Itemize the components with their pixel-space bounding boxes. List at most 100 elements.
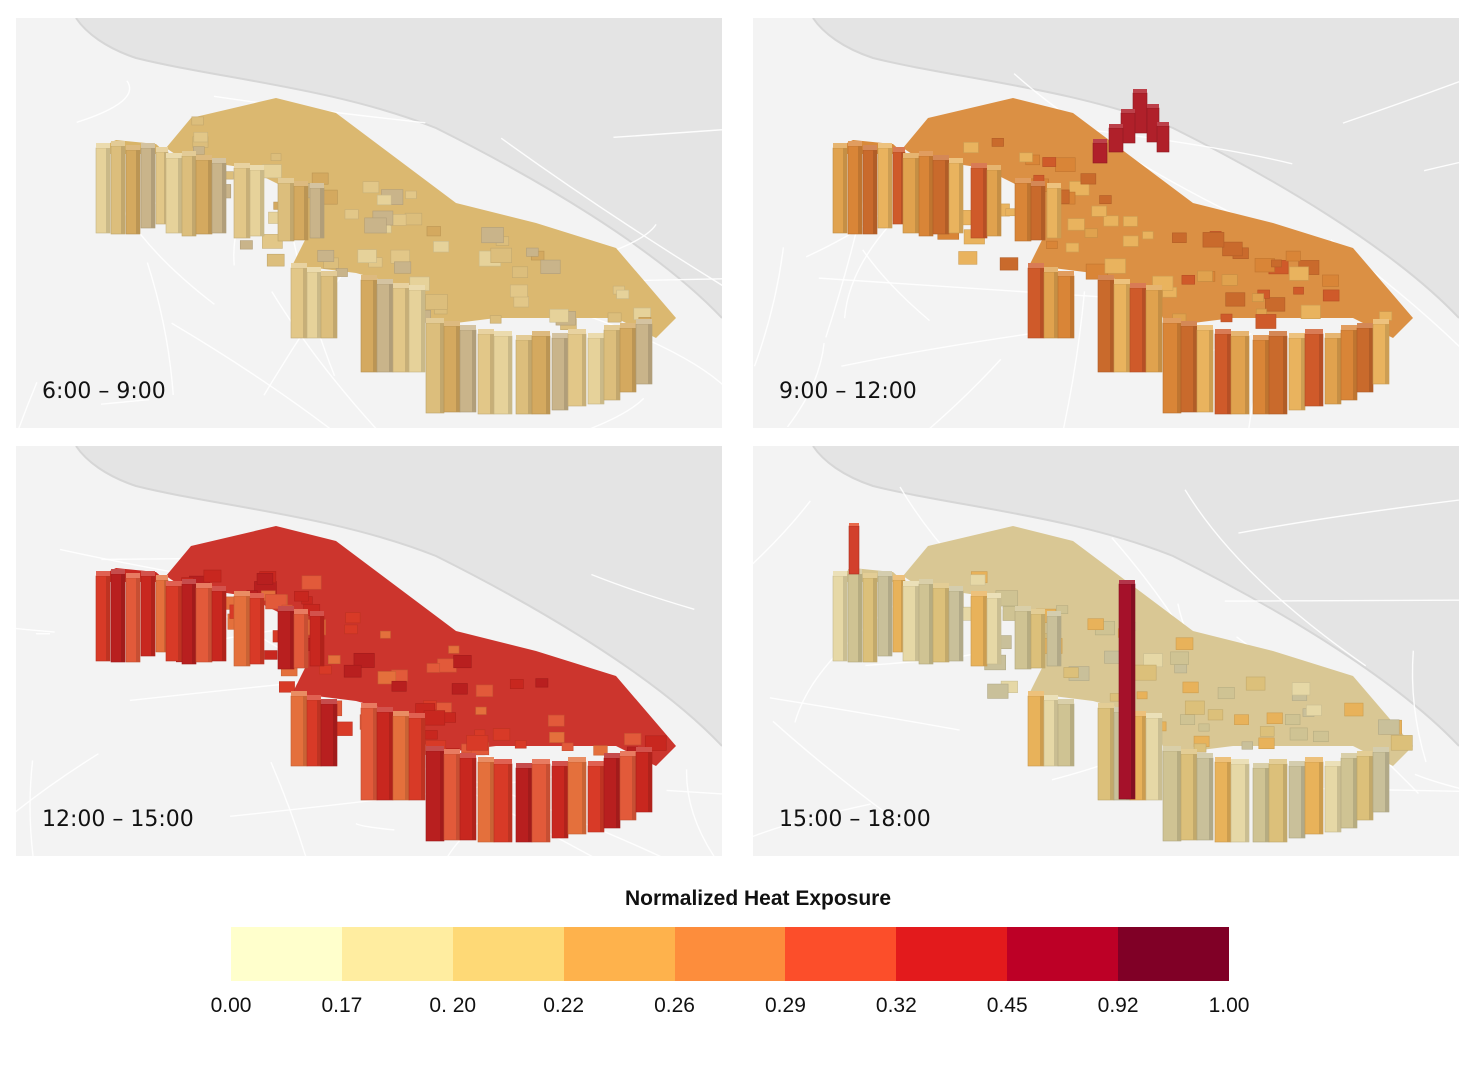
map-3d-view — [16, 18, 722, 428]
block-tile — [481, 227, 504, 244]
lake-area — [76, 446, 722, 746]
block-tile — [1122, 235, 1139, 247]
block-tile — [489, 315, 502, 324]
block-tile — [1378, 719, 1400, 735]
road-line — [29, 760, 34, 856]
block-tile — [1019, 152, 1033, 163]
road-line — [666, 789, 722, 795]
map-panel-1500-1800: 15:00 – 18:00 — [753, 446, 1459, 856]
block-column — [619, 751, 637, 821]
block-column — [459, 325, 477, 413]
block-tile — [1170, 651, 1189, 665]
legend-tick: 0.17 — [321, 994, 363, 1017]
block-tile — [425, 294, 448, 310]
block-tile — [1265, 297, 1286, 312]
block-tile — [353, 652, 375, 668]
block-column — [376, 279, 394, 373]
block-tile — [593, 745, 608, 756]
block-column — [277, 606, 295, 670]
block-column — [1145, 285, 1163, 373]
block-tile — [453, 655, 472, 669]
block-surface — [166, 526, 676, 766]
block-tile — [317, 249, 335, 262]
block-column — [95, 571, 111, 662]
block-tile — [540, 259, 561, 274]
block-tile — [1285, 250, 1301, 262]
road-line — [1184, 489, 1367, 667]
block-tile — [1245, 676, 1266, 691]
block-tile — [1322, 289, 1340, 302]
block-tile — [1291, 682, 1311, 696]
time-window-label: 9:00 – 12:00 — [779, 379, 917, 404]
block-tile — [991, 138, 1004, 147]
legend-color-bar — [231, 927, 1230, 981]
block-column — [233, 591, 251, 667]
block-column — [1097, 703, 1115, 801]
map-3d-view — [16, 446, 722, 856]
block-tile — [1289, 727, 1308, 741]
block-tile — [1217, 687, 1235, 700]
shoreline — [812, 446, 1459, 747]
block-tile — [239, 240, 253, 250]
legend-title: Normalized Heat Exposure — [624, 887, 892, 910]
block-column — [567, 757, 587, 835]
block-tile — [1099, 195, 1112, 205]
road-line — [475, 780, 662, 856]
hotspot-cluster — [1092, 89, 1170, 164]
block-tile — [1313, 730, 1329, 743]
block-tile — [377, 671, 397, 685]
block-tile — [319, 665, 332, 675]
block-column — [110, 141, 126, 235]
block-tile — [1322, 274, 1339, 287]
block-tile — [1182, 681, 1199, 694]
block-tile — [344, 209, 359, 220]
block-column — [948, 586, 964, 662]
road-line — [769, 697, 960, 731]
block-column — [1304, 757, 1324, 835]
map-panel-1200-1500: 12:00 – 15:00 — [16, 446, 722, 856]
block-column — [290, 263, 308, 339]
block-column — [165, 153, 183, 234]
block-column — [587, 333, 605, 405]
block-tile — [1198, 723, 1210, 732]
block-tile — [549, 308, 569, 323]
road-line — [171, 322, 331, 428]
block-tile — [335, 268, 348, 277]
legend-tick: 0.32 — [875, 994, 917, 1017]
block-tile — [279, 681, 295, 693]
road-line — [685, 769, 715, 856]
block-tile — [958, 251, 978, 265]
block-tile — [963, 142, 979, 153]
legend-swatch — [563, 927, 675, 981]
block-tile — [512, 266, 529, 278]
road-line — [76, 80, 131, 123]
block-column — [211, 158, 227, 234]
block-column — [603, 753, 621, 829]
block-tile — [405, 190, 417, 199]
block-tile — [1220, 313, 1233, 323]
block-column — [1372, 747, 1390, 813]
block-tile — [1184, 700, 1205, 715]
block-tile — [262, 164, 282, 179]
block-tile — [1252, 293, 1264, 302]
block-column — [110, 569, 126, 663]
road-line — [818, 277, 1131, 300]
block-column — [392, 711, 410, 801]
block-column — [1162, 746, 1182, 842]
block-column — [515, 763, 533, 843]
block-column — [619, 323, 637, 393]
block-column — [587, 761, 605, 833]
block-tile — [1056, 605, 1069, 614]
block-column — [211, 586, 227, 662]
block-tile — [394, 261, 412, 274]
block-tile — [1222, 241, 1243, 257]
block-column — [1252, 335, 1270, 415]
block-column — [1014, 606, 1032, 670]
block-tile — [607, 312, 622, 323]
block-column — [195, 583, 213, 663]
block-column — [603, 325, 621, 401]
block-tile — [1197, 270, 1213, 282]
block-column — [832, 571, 848, 662]
block-tile — [1087, 618, 1104, 631]
block-column — [832, 143, 848, 234]
